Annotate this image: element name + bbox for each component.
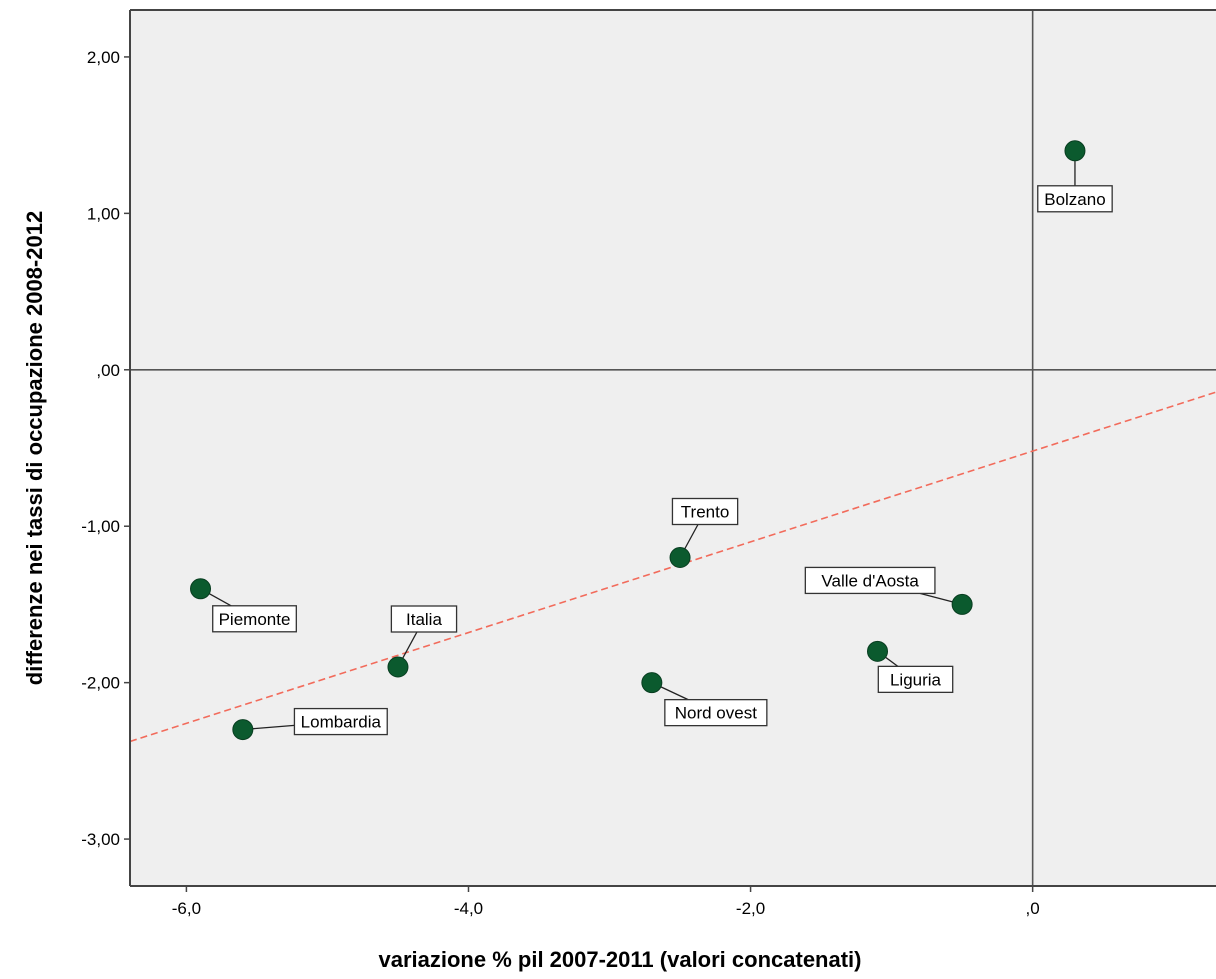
x-axis-title: variazione % pil 2007-2011 (valori conca… — [379, 947, 862, 972]
point-label-box — [1037, 185, 1113, 213]
fit-line — [130, 391, 1216, 743]
point-label-box — [671, 497, 739, 526]
data-point — [641, 672, 663, 694]
y-tick-label: -1,00 — [81, 517, 120, 536]
data-point — [190, 578, 212, 600]
y-tick-label: -2,00 — [81, 674, 120, 693]
point-label: Valle d'Aosta — [821, 571, 919, 590]
y-tick-label: 1,00 — [87, 204, 120, 223]
plot-area — [130, 10, 1216, 886]
x-tick-label: ,0 — [1026, 899, 1040, 918]
point-label: Liguria — [890, 670, 942, 689]
y-tick-label: ,00 — [96, 361, 120, 380]
point-label-box — [664, 698, 768, 727]
data-point — [232, 719, 254, 741]
point-label-box — [212, 605, 297, 633]
point-label-box — [877, 665, 954, 694]
point-label-box — [293, 707, 388, 736]
x-tick-label: -4,0 — [454, 899, 483, 918]
data-point — [387, 656, 409, 678]
point-label: Lombardia — [301, 713, 382, 732]
x-tick-label: -2,0 — [736, 899, 765, 918]
point-label-box — [390, 605, 458, 633]
y-tick-label: 2,00 — [87, 48, 120, 67]
point-label: Italia — [406, 610, 442, 629]
y-tick-label: -3,00 — [81, 830, 120, 849]
data-point — [867, 640, 889, 662]
point-label: Trento — [681, 503, 730, 522]
data-point — [669, 547, 691, 568]
point-label: Piemonte — [219, 610, 291, 629]
point-label: Nord ovest — [675, 704, 757, 723]
point-label-box — [804, 566, 936, 595]
point-label: Bolzano — [1044, 190, 1105, 209]
data-point — [1064, 140, 1086, 162]
y-axis-title: differenze nei tassi di occupazione 2008… — [22, 211, 47, 685]
x-tick-label: -6,0 — [172, 899, 201, 918]
data-point — [951, 593, 973, 615]
